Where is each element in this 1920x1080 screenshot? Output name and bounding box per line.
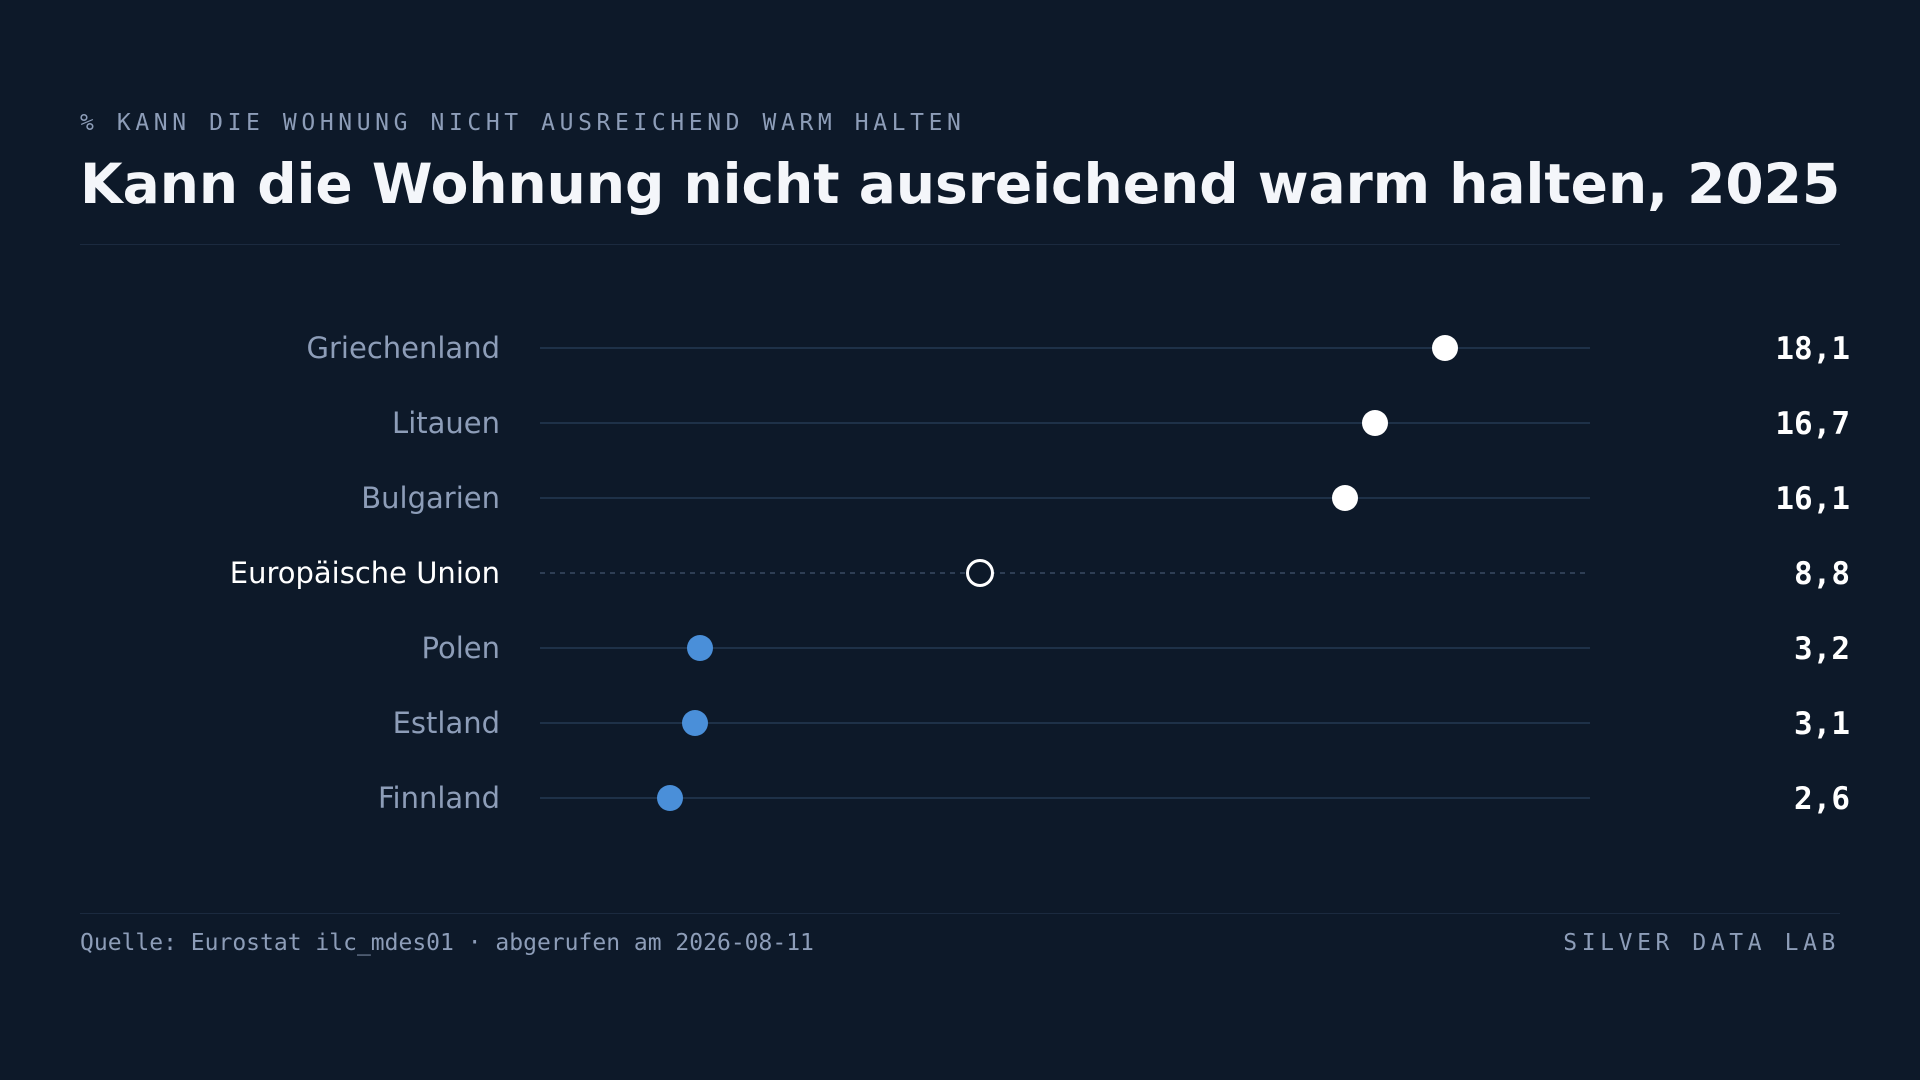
category-label: Europäische Union	[230, 556, 500, 590]
value-label: 8,8	[1794, 556, 1850, 592]
chart-title: Kann die Wohnung nicht ausreichend warm …	[80, 152, 1841, 216]
value-label: 16,1	[1775, 481, 1850, 517]
category-label: Bulgarien	[361, 481, 500, 515]
category-label: Litauen	[392, 406, 500, 440]
category-label: Polen	[422, 631, 500, 665]
category-label: Estland	[393, 706, 500, 740]
value-label: 3,1	[1794, 706, 1850, 742]
data-point	[1332, 485, 1358, 511]
header-divider	[80, 244, 1840, 245]
source-note: Quelle: Eurostat ilc_mdes01 · abgerufen …	[80, 930, 814, 956]
brand-label: SILVER DATA LAB	[1563, 930, 1840, 956]
category-label: Finnland	[378, 781, 500, 815]
data-point	[657, 785, 683, 811]
data-point	[687, 635, 713, 661]
chart-kicker: % KANN DIE WOHNUNG NICHT AUSREICHEND WAR…	[80, 110, 966, 136]
value-label: 2,6	[1794, 781, 1850, 817]
value-label: 16,7	[1775, 406, 1850, 442]
value-label: 18,1	[1775, 331, 1850, 367]
value-label: 3,2	[1794, 631, 1850, 667]
data-point	[1432, 335, 1458, 361]
data-point-reference	[966, 559, 994, 587]
data-point	[1362, 410, 1388, 436]
footer-divider	[80, 913, 1840, 914]
data-point	[682, 710, 708, 736]
category-label: Griechenland	[307, 331, 500, 365]
